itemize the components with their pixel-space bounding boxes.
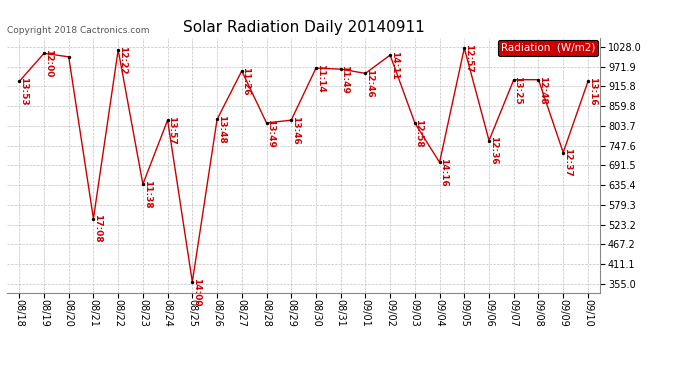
Text: 11:26: 11:26 <box>241 67 250 95</box>
Point <box>236 68 247 74</box>
Text: 17:08: 17:08 <box>93 214 102 243</box>
Text: 11:38: 11:38 <box>143 180 152 209</box>
Text: 12:48: 12:48 <box>538 75 547 104</box>
Point <box>484 138 495 144</box>
Point <box>112 47 124 53</box>
Point <box>558 150 569 156</box>
Point <box>63 54 75 60</box>
Point <box>335 66 346 72</box>
Text: 14:00: 14:00 <box>192 278 201 306</box>
Text: Copyright 2018 Cactronics.com: Copyright 2018 Cactronics.com <box>7 26 150 35</box>
Text: 12:00: 12:00 <box>43 49 52 78</box>
Text: 13:53: 13:53 <box>19 77 28 106</box>
Text: 12:22: 12:22 <box>118 46 127 74</box>
Text: 14:11: 14:11 <box>390 51 399 80</box>
Text: 13:46: 13:46 <box>291 116 300 145</box>
Title: Solar Radiation Daily 20140911: Solar Radiation Daily 20140911 <box>183 20 424 35</box>
Text: 11:49: 11:49 <box>340 65 349 94</box>
Text: 12:58: 12:58 <box>415 119 424 147</box>
Point <box>360 70 371 76</box>
Point <box>434 159 445 165</box>
Point <box>162 117 173 123</box>
Point <box>409 120 420 126</box>
Text: 13:16: 13:16 <box>588 77 597 106</box>
Point <box>187 279 198 285</box>
Point <box>459 45 470 51</box>
Point <box>261 120 272 126</box>
Point <box>286 117 297 123</box>
Text: 11:14: 11:14 <box>315 64 324 93</box>
Legend: Radiation  (W/m2): Radiation (W/m2) <box>497 40 598 56</box>
Text: 12:36: 12:36 <box>489 136 497 165</box>
Point <box>509 77 520 83</box>
Text: 12:37: 12:37 <box>563 148 572 177</box>
Point <box>212 117 223 123</box>
Text: 12:57: 12:57 <box>464 44 473 73</box>
Point <box>384 52 395 58</box>
Point <box>39 50 50 56</box>
Point <box>14 78 25 84</box>
Point <box>533 77 544 83</box>
Text: 13:48: 13:48 <box>217 115 226 144</box>
Text: 13:49: 13:49 <box>266 119 275 148</box>
Text: 12:46: 12:46 <box>365 69 374 98</box>
Point <box>88 216 99 222</box>
Text: 14:16: 14:16 <box>440 158 449 187</box>
Text: 13:57: 13:57 <box>167 116 176 145</box>
Point <box>137 181 148 187</box>
Point <box>582 78 593 84</box>
Text: 13:25: 13:25 <box>513 75 522 104</box>
Point <box>310 65 322 71</box>
